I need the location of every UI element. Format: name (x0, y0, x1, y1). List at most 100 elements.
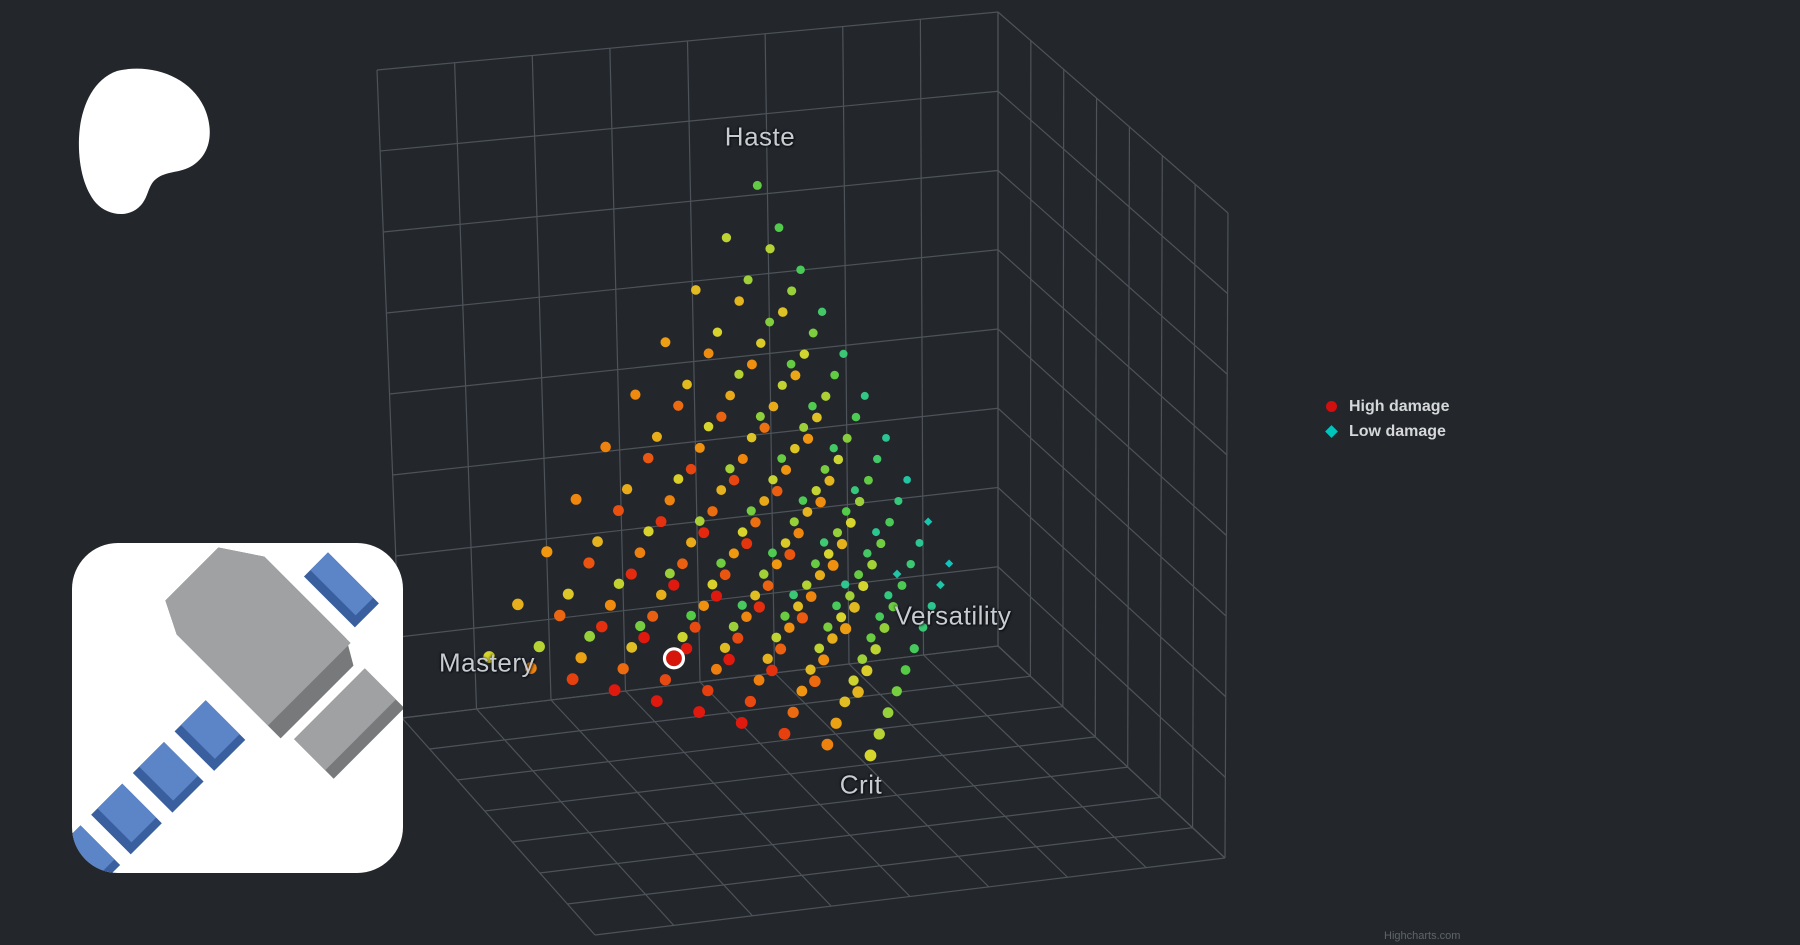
data-point[interactable] (777, 380, 787, 390)
data-point[interactable] (698, 600, 710, 612)
data-point[interactable] (694, 442, 705, 453)
data-point[interactable] (900, 665, 911, 675)
data-point[interactable] (840, 623, 852, 635)
data-point[interactable] (677, 558, 688, 570)
data-point[interactable] (790, 370, 801, 381)
data-point[interactable] (703, 348, 714, 359)
data-point[interactable] (752, 180, 762, 190)
data-point[interactable] (693, 706, 706, 718)
data-point[interactable] (841, 580, 850, 589)
data-point[interactable] (584, 630, 596, 642)
data-point[interactable] (829, 444, 838, 453)
data-point[interactable] (613, 578, 625, 590)
data-point[interactable] (832, 601, 841, 611)
data-point[interactable] (753, 674, 765, 686)
data-point[interactable] (936, 580, 945, 590)
data-point[interactable] (892, 569, 902, 579)
legend-item-high-damage[interactable]: High damage (1326, 394, 1449, 419)
data-point[interactable] (885, 517, 894, 527)
data-point[interactable] (833, 454, 844, 465)
data-point[interactable] (746, 432, 757, 443)
data-point[interactable] (725, 464, 735, 474)
data-point[interactable] (923, 517, 933, 526)
data-point[interactable] (685, 463, 697, 475)
data-point[interactable] (815, 496, 826, 508)
data-point[interactable] (798, 496, 808, 505)
data-point[interactable] (702, 685, 714, 697)
data-point[interactable] (759, 422, 770, 433)
data-point[interactable] (716, 485, 727, 495)
data-point[interactable] (927, 601, 936, 611)
data-point[interactable] (765, 244, 775, 254)
data-point[interactable] (832, 528, 843, 538)
data-point[interactable] (850, 486, 859, 495)
data-point[interactable] (608, 684, 621, 697)
data-point[interactable] (660, 337, 671, 348)
data-point[interactable] (851, 412, 861, 422)
data-point[interactable] (812, 412, 822, 423)
data-point[interactable] (836, 612, 847, 623)
data-point[interactable] (827, 633, 838, 644)
data-point[interactable] (870, 644, 881, 655)
data-point[interactable] (604, 599, 616, 611)
data-point[interactable] (778, 727, 791, 740)
data-point[interactable] (796, 612, 808, 624)
data-point[interactable] (707, 579, 718, 590)
data-point[interactable] (823, 622, 833, 632)
selected-point[interactable] (662, 647, 686, 670)
data-point[interactable] (719, 569, 731, 581)
data-point[interactable] (686, 610, 696, 621)
data-point[interactable] (805, 664, 816, 675)
data-point[interactable] (711, 663, 722, 675)
data-point[interactable] (814, 643, 825, 654)
data-point[interactable] (719, 642, 731, 654)
data-point[interactable] (737, 527, 748, 537)
data-point[interactable] (839, 349, 848, 358)
data-point[interactable] (750, 517, 761, 528)
data-point[interactable] (703, 421, 714, 432)
data-point[interactable] (771, 632, 782, 643)
data-point[interactable] (884, 591, 893, 600)
data-point[interactable] (592, 536, 603, 547)
data-point[interactable] (698, 527, 710, 539)
data-point[interactable] (780, 611, 790, 621)
data-point[interactable] (882, 707, 894, 719)
data-point[interactable] (799, 422, 809, 432)
data-point[interactable] (721, 233, 732, 243)
data-point[interactable] (723, 653, 735, 666)
data-point[interactable] (664, 495, 675, 506)
chart-points[interactable] (483, 180, 954, 762)
data-point[interactable] (566, 673, 579, 686)
data-point[interactable] (728, 621, 739, 632)
data-point[interactable] (845, 591, 855, 601)
data-point[interactable] (728, 548, 739, 559)
data-point[interactable] (811, 485, 821, 496)
data-point[interactable] (524, 662, 537, 675)
data-point[interactable] (771, 485, 783, 497)
data-point[interactable] (805, 591, 817, 602)
data-point[interactable] (909, 644, 919, 654)
data-point[interactable] (483, 651, 496, 663)
data-point[interactable] (821, 391, 831, 401)
data-point[interactable] (756, 338, 766, 348)
data-point[interactable] (915, 538, 924, 547)
data-point[interactable] (789, 590, 798, 600)
data-point[interactable] (820, 465, 830, 474)
data-point[interactable] (849, 602, 860, 613)
data-point[interactable] (734, 296, 745, 306)
data-point[interactable] (864, 749, 877, 762)
data-point[interactable] (741, 538, 753, 550)
data-point[interactable] (596, 620, 608, 633)
data-point[interactable] (842, 433, 852, 443)
data-point[interactable] (848, 675, 859, 686)
data-point[interactable] (635, 620, 646, 632)
data-point[interactable] (830, 717, 842, 729)
data-point[interactable] (823, 549, 834, 559)
data-point[interactable] (863, 549, 872, 558)
data-point[interactable] (759, 569, 769, 579)
data-point[interactable] (710, 590, 723, 602)
data-point[interactable] (765, 317, 775, 327)
data-point[interactable] (762, 653, 773, 664)
data-point[interactable] (906, 559, 915, 569)
